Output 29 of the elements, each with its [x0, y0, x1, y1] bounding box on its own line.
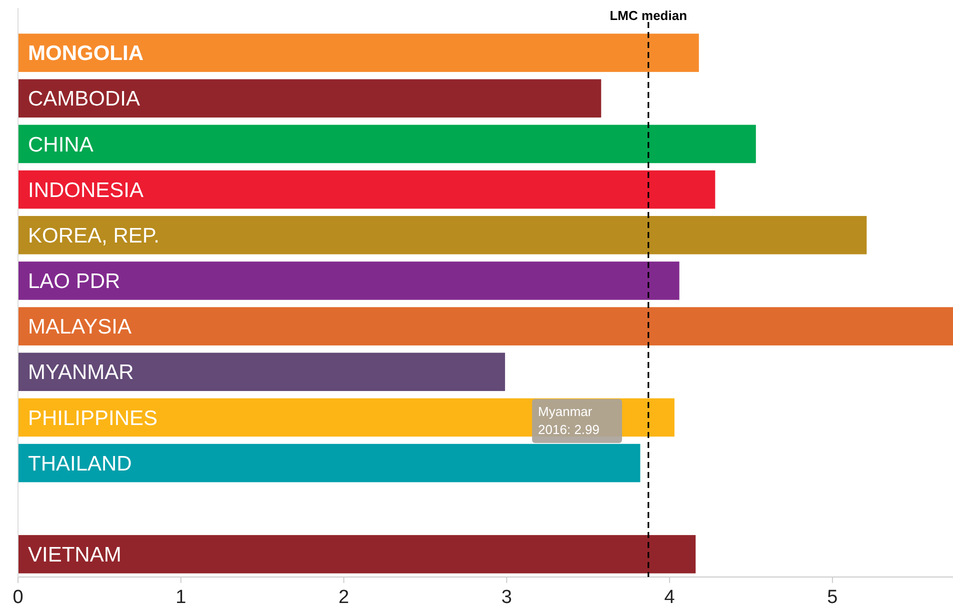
bar: [18, 170, 716, 209]
bar: [18, 216, 867, 254]
x-tick-label: 4: [664, 587, 676, 607]
y-tick-label: KOREA, REP.: [28, 224, 160, 248]
bar: [18, 535, 696, 574]
x-tick-label: 5: [827, 587, 838, 607]
y-tick-label: INDONESIA: [28, 178, 144, 202]
y-tick-label: MYANMAR: [28, 361, 134, 384]
x-tick-label: 3: [501, 587, 512, 607]
bar: [18, 79, 602, 118]
bar: [18, 444, 640, 482]
y-tick-label: PHILIPPINES: [28, 406, 158, 430]
annotation: Myanmar 2016: 2.99: [538, 404, 600, 438]
y-tick-label: MALAYSIA: [28, 316, 132, 339]
y-tick-label: LAO PDR: [28, 270, 120, 294]
y-tick-label: CHINA: [28, 133, 94, 156]
y-tick-label: THAILAND: [28, 452, 132, 476]
y-tick-label: MONGOLIA: [28, 42, 144, 66]
bar: [18, 307, 953, 346]
x-tick-label: 2: [338, 587, 350, 607]
y-tick-label: CAMBODIA: [28, 88, 140, 111]
x-tick-label: 0: [12, 587, 24, 607]
bar: [18, 34, 699, 72]
x-tick-label: 1: [176, 587, 186, 607]
y-tick-label: VIETNAM: [28, 544, 122, 567]
bar: [18, 352, 506, 392]
bar: [18, 124, 756, 164]
bar: [18, 262, 680, 300]
ref-line-label: LMC median: [610, 8, 688, 23]
